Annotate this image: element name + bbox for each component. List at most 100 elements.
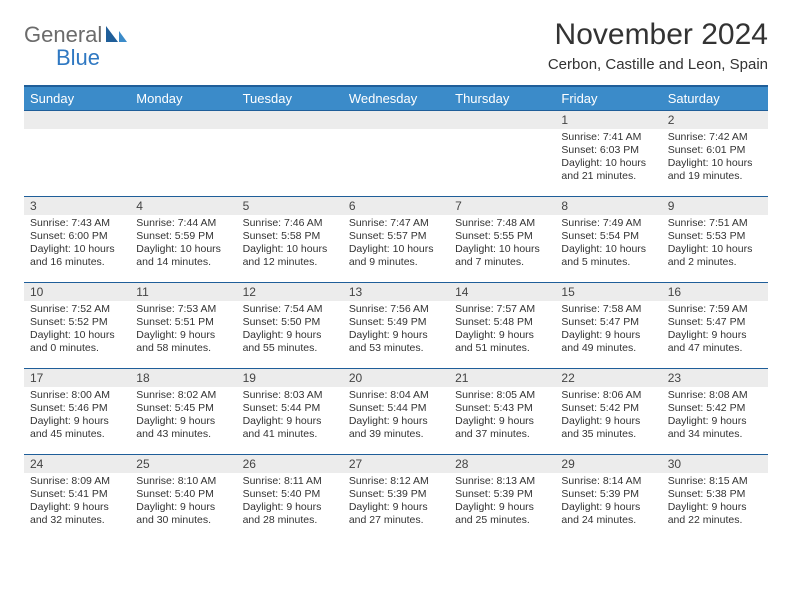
daylight-line: Daylight: 10 hours and 19 minutes.: [668, 157, 762, 183]
sunrise-line: Sunrise: 7:58 AM: [561, 303, 655, 316]
daylight-line: Daylight: 9 hours and 27 minutes.: [349, 501, 443, 527]
sunrise-line: Sunrise: 8:06 AM: [561, 389, 655, 402]
calendar-cell: 14Sunrise: 7:57 AMSunset: 5:48 PMDayligh…: [449, 283, 555, 369]
sunrise-line: Sunrise: 8:02 AM: [136, 389, 230, 402]
calendar-cell: 10Sunrise: 7:52 AMSunset: 5:52 PMDayligh…: [24, 283, 130, 369]
sunset-line: Sunset: 5:39 PM: [455, 488, 549, 501]
day-details: Sunrise: 7:59 AMSunset: 5:47 PMDaylight:…: [662, 301, 768, 360]
day-details: Sunrise: 7:58 AMSunset: 5:47 PMDaylight:…: [555, 301, 661, 360]
calendar-cell: 28Sunrise: 8:13 AMSunset: 5:39 PMDayligh…: [449, 455, 555, 541]
daylight-line: Daylight: 9 hours and 30 minutes.: [136, 501, 230, 527]
calendar-cell: 22Sunrise: 8:06 AMSunset: 5:42 PMDayligh…: [555, 369, 661, 455]
calendar-week: 1Sunrise: 7:41 AMSunset: 6:03 PMDaylight…: [24, 111, 768, 197]
calendar-cell: [343, 111, 449, 197]
day-number: 15: [555, 283, 661, 301]
sunrise-line: Sunrise: 7:43 AM: [30, 217, 124, 230]
sunset-line: Sunset: 5:40 PM: [136, 488, 230, 501]
dow-header: Monday: [130, 86, 236, 111]
day-number: 7: [449, 197, 555, 215]
sunset-line: Sunset: 5:48 PM: [455, 316, 549, 329]
day-number: 24: [24, 455, 130, 473]
daylight-line: Daylight: 10 hours and 2 minutes.: [668, 243, 762, 269]
calendar-cell: 24Sunrise: 8:09 AMSunset: 5:41 PMDayligh…: [24, 455, 130, 541]
day-details: Sunrise: 7:54 AMSunset: 5:50 PMDaylight:…: [237, 301, 343, 360]
sunrise-line: Sunrise: 7:54 AM: [243, 303, 337, 316]
day-number: 23: [662, 369, 768, 387]
sunset-line: Sunset: 5:47 PM: [561, 316, 655, 329]
day-details: Sunrise: 8:12 AMSunset: 5:39 PMDaylight:…: [343, 473, 449, 532]
sunrise-line: Sunrise: 7:52 AM: [30, 303, 124, 316]
day-number: 3: [24, 197, 130, 215]
daylight-line: Daylight: 9 hours and 41 minutes.: [243, 415, 337, 441]
calendar-cell: 3Sunrise: 7:43 AMSunset: 6:00 PMDaylight…: [24, 197, 130, 283]
daylight-line: Daylight: 9 hours and 22 minutes.: [668, 501, 762, 527]
day-number: 8: [555, 197, 661, 215]
daylight-line: Daylight: 10 hours and 7 minutes.: [455, 243, 549, 269]
daylight-line: Daylight: 10 hours and 14 minutes.: [136, 243, 230, 269]
daylight-line: Daylight: 9 hours and 25 minutes.: [455, 501, 549, 527]
day-number-empty: [449, 111, 555, 129]
title-block: November 2024 Cerbon, Castille and Leon,…: [548, 18, 768, 73]
calendar-cell: [24, 111, 130, 197]
day-details: Sunrise: 7:43 AMSunset: 6:00 PMDaylight:…: [24, 215, 130, 274]
daylight-line: Daylight: 10 hours and 9 minutes.: [349, 243, 443, 269]
calendar-cell: [237, 111, 343, 197]
calendar-cell: 16Sunrise: 7:59 AMSunset: 5:47 PMDayligh…: [662, 283, 768, 369]
day-details: Sunrise: 7:42 AMSunset: 6:01 PMDaylight:…: [662, 129, 768, 188]
day-details: Sunrise: 8:04 AMSunset: 5:44 PMDaylight:…: [343, 387, 449, 446]
sunset-line: Sunset: 6:03 PM: [561, 144, 655, 157]
day-details: Sunrise: 8:09 AMSunset: 5:41 PMDaylight:…: [24, 473, 130, 532]
daylight-line: Daylight: 9 hours and 53 minutes.: [349, 329, 443, 355]
day-details: Sunrise: 8:15 AMSunset: 5:38 PMDaylight:…: [662, 473, 768, 532]
sunrise-line: Sunrise: 8:05 AM: [455, 389, 549, 402]
calendar-cell: 29Sunrise: 8:14 AMSunset: 5:39 PMDayligh…: [555, 455, 661, 541]
calendar-cell: 12Sunrise: 7:54 AMSunset: 5:50 PMDayligh…: [237, 283, 343, 369]
day-number: 25: [130, 455, 236, 473]
header-bar: General Blue November 2024 Cerbon, Casti…: [24, 18, 768, 73]
sunset-line: Sunset: 5:42 PM: [561, 402, 655, 415]
daylight-line: Daylight: 9 hours and 32 minutes.: [30, 501, 124, 527]
sunrise-line: Sunrise: 8:15 AM: [668, 475, 762, 488]
sunset-line: Sunset: 5:39 PM: [561, 488, 655, 501]
daylight-line: Daylight: 9 hours and 28 minutes.: [243, 501, 337, 527]
daylight-line: Daylight: 10 hours and 21 minutes.: [561, 157, 655, 183]
sunset-line: Sunset: 5:43 PM: [455, 402, 549, 415]
day-number: 28: [449, 455, 555, 473]
calendar-cell: 15Sunrise: 7:58 AMSunset: 5:47 PMDayligh…: [555, 283, 661, 369]
brand-text: General Blue: [24, 24, 128, 69]
day-number-empty: [130, 111, 236, 129]
daylight-line: Daylight: 9 hours and 49 minutes.: [561, 329, 655, 355]
sunset-line: Sunset: 5:45 PM: [136, 402, 230, 415]
sunrise-line: Sunrise: 8:11 AM: [243, 475, 337, 488]
sunset-line: Sunset: 5:40 PM: [243, 488, 337, 501]
calendar-cell: 8Sunrise: 7:49 AMSunset: 5:54 PMDaylight…: [555, 197, 661, 283]
sunrise-line: Sunrise: 8:09 AM: [30, 475, 124, 488]
day-number: 13: [343, 283, 449, 301]
daylight-line: Daylight: 10 hours and 0 minutes.: [30, 329, 124, 355]
sunset-line: Sunset: 5:44 PM: [243, 402, 337, 415]
day-number: 26: [237, 455, 343, 473]
dow-header: Saturday: [662, 86, 768, 111]
day-number: 5: [237, 197, 343, 215]
sail-icon: [104, 24, 128, 49]
sunrise-line: Sunrise: 7:48 AM: [455, 217, 549, 230]
day-number: 21: [449, 369, 555, 387]
sunset-line: Sunset: 5:39 PM: [349, 488, 443, 501]
calendar-cell: 11Sunrise: 7:53 AMSunset: 5:51 PMDayligh…: [130, 283, 236, 369]
dow-header: Wednesday: [343, 86, 449, 111]
day-number: 30: [662, 455, 768, 473]
daylight-line: Daylight: 9 hours and 45 minutes.: [30, 415, 124, 441]
sunset-line: Sunset: 6:01 PM: [668, 144, 762, 157]
brand-blue: Blue: [24, 47, 128, 69]
calendar-cell: 23Sunrise: 8:08 AMSunset: 5:42 PMDayligh…: [662, 369, 768, 455]
day-details: Sunrise: 8:10 AMSunset: 5:40 PMDaylight:…: [130, 473, 236, 532]
sunrise-line: Sunrise: 8:14 AM: [561, 475, 655, 488]
calendar-cell: 4Sunrise: 7:44 AMSunset: 5:59 PMDaylight…: [130, 197, 236, 283]
day-details: Sunrise: 7:57 AMSunset: 5:48 PMDaylight:…: [449, 301, 555, 360]
day-number: 18: [130, 369, 236, 387]
daylight-line: Daylight: 10 hours and 5 minutes.: [561, 243, 655, 269]
day-number-empty: [343, 111, 449, 129]
calendar-cell: 1Sunrise: 7:41 AMSunset: 6:03 PMDaylight…: [555, 111, 661, 197]
sunset-line: Sunset: 5:42 PM: [668, 402, 762, 415]
day-details: Sunrise: 7:41 AMSunset: 6:03 PMDaylight:…: [555, 129, 661, 188]
